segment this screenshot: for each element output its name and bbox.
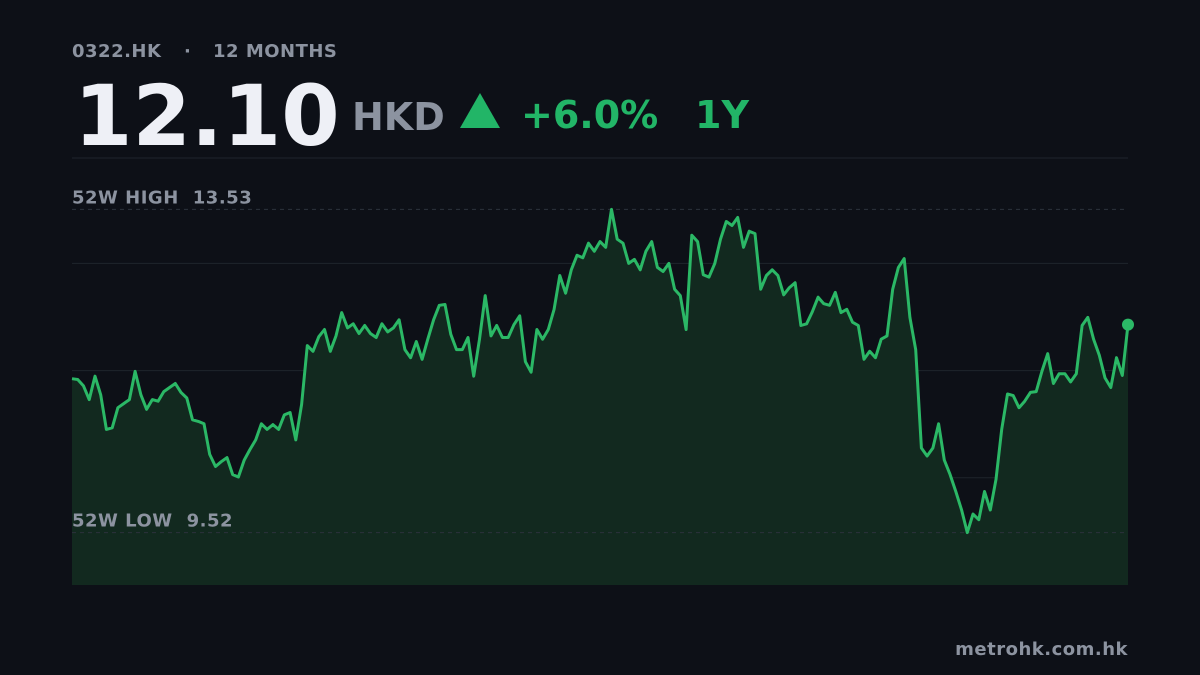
ticker: 0322.HK xyxy=(72,41,162,62)
period: 12 MONTHS xyxy=(213,41,337,62)
low-value: 9.52 xyxy=(187,511,233,532)
currency: HKD xyxy=(352,95,445,139)
price: 12.10 xyxy=(74,67,340,165)
plot: 52W HIGH 13.53 52W LOW 9.52 xyxy=(71,187,1134,585)
high-label: 52W HIGH xyxy=(72,187,179,208)
separator: · xyxy=(184,41,191,62)
source: metrohk.com.hk xyxy=(955,639,1128,660)
area xyxy=(72,209,1128,585)
range: 1Y xyxy=(695,93,749,137)
last-point xyxy=(1122,318,1134,331)
price-line xyxy=(71,207,1130,535)
low-label: 52W LOW xyxy=(72,511,173,532)
high-value: 13.53 xyxy=(193,187,252,208)
up-arrow xyxy=(460,93,500,128)
change: +6.0% xyxy=(521,93,658,137)
